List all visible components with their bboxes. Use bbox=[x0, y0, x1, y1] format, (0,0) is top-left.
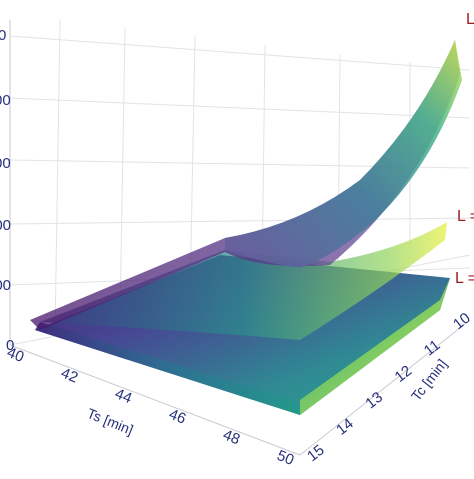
x-tick-label: 48 bbox=[221, 426, 243, 448]
x-tick-label: 44 bbox=[113, 385, 135, 407]
y-tick-label: 14 bbox=[333, 415, 357, 439]
x-tick-label: 42 bbox=[59, 365, 81, 387]
series-label-l2: L = bbox=[457, 208, 474, 225]
surface-l2 bbox=[40, 222, 447, 340]
x-axis-title: Ts [min] bbox=[85, 405, 136, 438]
z-tick-label: 00 bbox=[0, 92, 11, 109]
y-tick-label: 15 bbox=[304, 441, 328, 465]
x-tick-label: 46 bbox=[167, 406, 189, 428]
z-tick-label: 0 bbox=[0, 27, 6, 44]
series-label-l3: L = bbox=[455, 270, 474, 287]
z-tick-label: 000 bbox=[0, 277, 11, 294]
surface-l3-right bbox=[300, 278, 450, 415]
x-tick-label: 40 bbox=[5, 344, 27, 366]
y-tick-label: 12 bbox=[392, 362, 416, 386]
y-axis-title: Tc [min] bbox=[408, 356, 450, 404]
surface-layers bbox=[30, 40, 462, 415]
y-tick-label: 13 bbox=[362, 389, 386, 413]
z-tick-label: 0 bbox=[6, 337, 14, 354]
series-label-l1: L bbox=[466, 11, 474, 28]
z-axis-ticks: 000000000000 bbox=[0, 27, 14, 354]
z-tick-label: 000 bbox=[0, 217, 11, 234]
y-tick-label: 10 bbox=[450, 309, 474, 333]
x-tick-label: 50 bbox=[275, 447, 297, 469]
z-tick-label: 00 bbox=[0, 155, 11, 172]
surface-l3-front bbox=[35, 322, 300, 415]
surface-l1-top bbox=[225, 40, 462, 268]
x-axis-ticks: 40 42 44 46 48 50 bbox=[5, 344, 297, 469]
